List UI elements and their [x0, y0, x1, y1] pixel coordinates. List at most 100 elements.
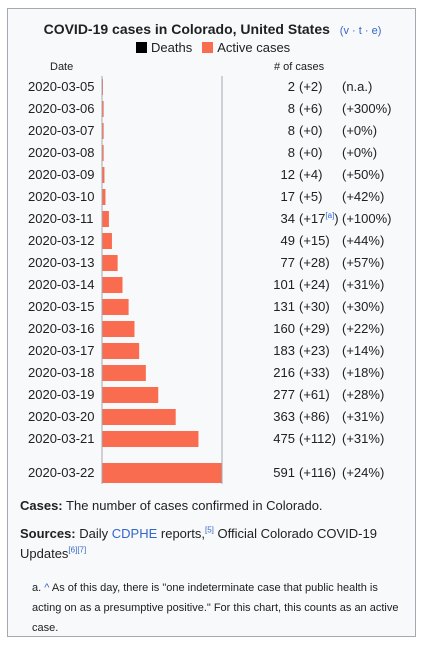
legend-label-deaths: Deaths	[151, 40, 193, 55]
date-label: 2020-03-08	[28, 145, 95, 160]
view-link[interactable]: v	[343, 25, 349, 37]
case-total: 363	[273, 409, 295, 424]
legend-swatch-active	[202, 42, 214, 53]
case-percent: (+44%)	[342, 233, 384, 248]
case-change: (+6)	[299, 101, 322, 116]
note-a-ref-link[interactable]: [a]	[325, 211, 334, 220]
legend-label-active: Active cases	[217, 40, 291, 55]
active-bar	[102, 211, 109, 227]
active-bar	[102, 145, 104, 161]
case-change: (+33)	[299, 365, 330, 380]
date-label: 2020-03-05	[28, 79, 95, 94]
cases-label: Cases:	[20, 498, 63, 513]
ref-5-link[interactable]: [5]	[204, 525, 214, 535]
active-bar	[102, 189, 106, 205]
case-total: 591	[273, 465, 295, 480]
sources-label: Sources:	[20, 526, 76, 541]
active-bar	[102, 123, 104, 139]
case-percent: (+50%)	[342, 167, 384, 182]
sources-post: Official Colorado COVID-19 Updates	[20, 526, 377, 561]
date-label: 2020-03-10	[28, 189, 95, 204]
date-label: 2020-03-12	[28, 233, 95, 248]
active-bar	[102, 431, 199, 447]
legend-swatch-deaths	[136, 42, 147, 53]
date-label: 2020-03-07	[28, 123, 95, 138]
case-total: 131	[273, 299, 295, 314]
cases-definition: Cases: The number of cases confirmed in …	[20, 498, 323, 513]
active-bar	[102, 387, 159, 403]
case-percent: (+31%)	[342, 431, 384, 446]
date-label: 2020-03-15	[28, 299, 95, 314]
date-label: 2020-03-21	[28, 431, 95, 446]
case-percent: (+0%)	[342, 145, 377, 160]
case-change: (+23)	[299, 343, 330, 358]
active-bar	[102, 167, 105, 183]
case-percent: (+14%)	[342, 343, 384, 358]
ref-6-7-link[interactable]: [6][7]	[68, 545, 87, 555]
date-label: 2020-03-06	[28, 101, 95, 116]
vte-sep: ·	[364, 25, 369, 37]
case-change: (+5)	[299, 189, 322, 204]
case-total: 2	[288, 79, 295, 94]
case-percent: (+30%)	[342, 299, 384, 314]
date-label: 2020-03-20	[28, 409, 95, 424]
cases-header: # of cases	[274, 61, 325, 73]
active-bar	[102, 409, 176, 425]
case-total: 475	[273, 431, 295, 446]
date-label: 2020-03-19	[28, 387, 95, 402]
date-label: 2020-03-16	[28, 321, 95, 336]
case-change: (+15)	[299, 233, 330, 248]
active-bar	[102, 365, 146, 381]
active-bar	[102, 343, 140, 359]
case-percent: (+18%)	[342, 365, 384, 380]
chart-legend: Deaths Active cases	[136, 40, 300, 55]
vte-sep: ·	[352, 25, 356, 37]
case-total: 77	[281, 255, 295, 270]
active-bar	[102, 255, 118, 271]
footnote-backlink[interactable]: ^	[44, 582, 50, 594]
case-change: (+28)	[299, 255, 330, 270]
case-total: 49	[281, 233, 295, 248]
active-bar	[102, 463, 222, 483]
case-percent: (+22%)	[342, 321, 384, 336]
date-label: 2020-03-14	[28, 277, 95, 292]
case-total: 12	[281, 167, 295, 182]
chart-title: COVID-19 cases in Colorado, United State…	[8, 21, 417, 37]
case-percent: (+100%)	[342, 211, 392, 226]
case-change: (+29)	[299, 321, 330, 336]
case-total: 8	[288, 101, 295, 116]
case-change: (+4)	[299, 167, 322, 182]
sources-line: Sources: Daily CDPHE reports,[5] Officia…	[20, 524, 410, 564]
case-total: 160	[273, 321, 295, 336]
footnote-text: As of this day, there is "one indetermin…	[32, 582, 399, 634]
case-percent: (+0%)	[342, 123, 377, 138]
case-total: 34	[281, 211, 295, 226]
cases-text: The number of cases confirmed in Colorad…	[62, 498, 323, 513]
date-header: Date	[50, 61, 74, 73]
footnote-a: a. ^ As of this day, there is "one indet…	[32, 578, 402, 638]
case-percent: (+42%)	[342, 189, 384, 204]
chart-title-text: COVID-19 cases in Colorado, United State…	[43, 21, 330, 37]
case-change: (+86)	[299, 409, 330, 424]
date-label: 2020-03-09	[28, 167, 95, 182]
sources-pre: Daily	[75, 526, 112, 541]
case-change: (+24)	[299, 277, 330, 292]
case-total: 183	[273, 343, 295, 358]
talk-link[interactable]: t	[358, 25, 362, 37]
date-label: 2020-03-13	[28, 255, 95, 270]
edit-link[interactable]: e	[371, 25, 378, 37]
active-bar	[102, 299, 129, 315]
case-percent: (n.a.)	[342, 79, 372, 94]
chart-svg: 2020-03-05 2 (+2) (n.a.) 2020-03-06 8 (+6) (+30…	[28, 76, 392, 484]
case-total: 277	[273, 387, 295, 402]
case-total: 216	[273, 365, 295, 380]
date-label: 2020-03-18	[28, 365, 95, 380]
case-change: (+30)	[299, 299, 330, 314]
case-percent: (+57%)	[342, 255, 384, 270]
case-total: 17	[281, 189, 295, 204]
date-label: 2020-03-22	[28, 465, 95, 480]
chart-infobox: COVID-19 cases in Colorado, United State…	[7, 8, 416, 637]
case-total: 101	[273, 277, 295, 292]
cdphe-link[interactable]: CDPHE	[111, 526, 158, 541]
active-bar	[102, 277, 123, 293]
